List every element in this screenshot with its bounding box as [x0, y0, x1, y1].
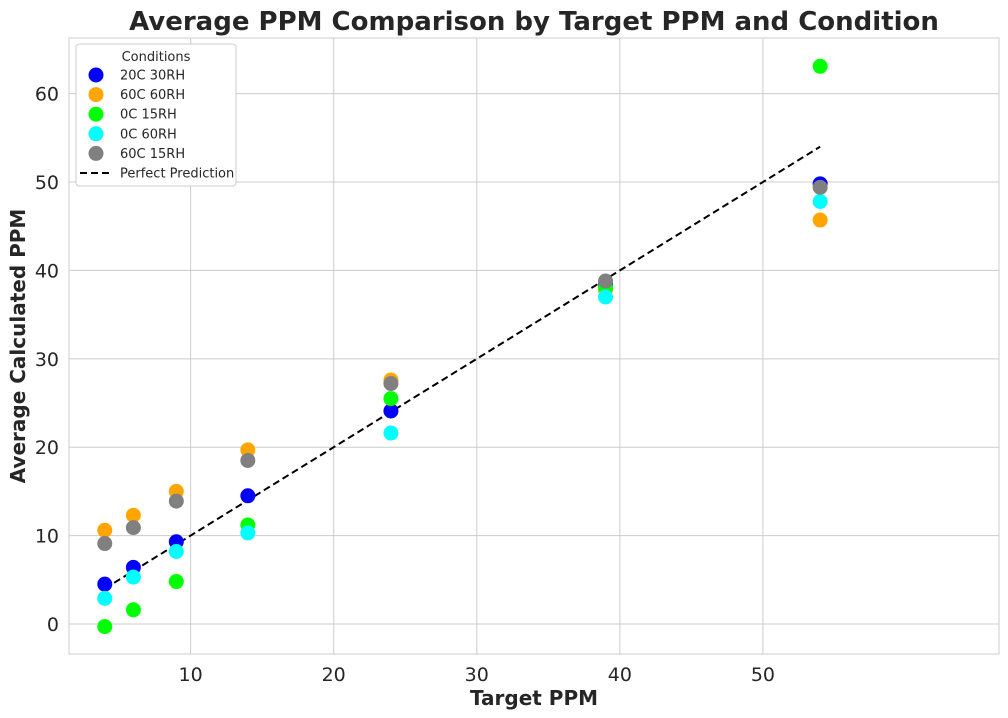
- y-tick-label: 50: [35, 172, 59, 194]
- chart-title: Average PPM Comparison by Target PPM and…: [129, 7, 939, 37]
- data-point: [812, 179, 828, 195]
- data-point: [383, 403, 399, 419]
- data-points: [97, 58, 828, 635]
- data-point: [240, 525, 256, 541]
- legend-marker: [88, 87, 104, 103]
- data-point: [168, 543, 184, 559]
- data-point: [383, 391, 399, 407]
- legend-box: [75, 43, 237, 187]
- y-tick-label: 40: [35, 260, 59, 282]
- y-tick-label: 20: [35, 437, 59, 459]
- data-point: [598, 289, 614, 305]
- legend-marker: [88, 106, 104, 122]
- legend-label: 0C 15RH: [120, 108, 177, 123]
- data-point: [812, 58, 828, 74]
- y-tick-label: 0: [47, 614, 59, 636]
- x-tick-label: 40: [608, 664, 632, 686]
- data-point: [97, 619, 113, 635]
- data-point: [125, 602, 141, 618]
- x-axis-label: Target PPM: [470, 686, 598, 710]
- legend-label: 60C 15RH: [120, 147, 185, 162]
- data-point: [812, 194, 828, 210]
- data-point: [168, 493, 184, 509]
- legend-label: Perfect Prediction: [120, 167, 234, 182]
- legend-label: 60C 60RH: [120, 88, 185, 103]
- data-point: [598, 273, 614, 289]
- y-tick-label: 30: [35, 349, 59, 371]
- data-point: [125, 507, 141, 523]
- x-tick-label: 20: [322, 664, 346, 686]
- x-tick-label: 50: [751, 664, 775, 686]
- legend-label: 20C 30RH: [120, 69, 185, 84]
- data-point: [168, 574, 184, 590]
- legend-marker: [88, 145, 104, 161]
- data-point: [125, 569, 141, 585]
- y-axis-label: Average Calculated PPM: [6, 209, 30, 484]
- legend-marker: [88, 67, 104, 83]
- legend-marker: [88, 126, 104, 142]
- legend-label: 0C 60RH: [120, 127, 177, 142]
- y-tick-label: 10: [35, 526, 59, 548]
- data-point: [97, 590, 113, 606]
- y-axis-ticks: 0 10 20 30 40 50 60: [35, 84, 59, 636]
- x-tick-label: 30: [465, 664, 489, 686]
- data-point: [97, 536, 113, 552]
- x-axis-ticks: 10 20 30 40 50: [179, 664, 775, 686]
- data-point: [812, 212, 828, 228]
- reference-line-group: [104, 145, 821, 590]
- legend-title: Conditions: [122, 50, 191, 65]
- y-tick-label: 60: [35, 84, 59, 106]
- data-point: [383, 425, 399, 441]
- data-point: [97, 522, 113, 538]
- data-point: [125, 520, 141, 536]
- data-point: [240, 452, 256, 468]
- data-point: [240, 442, 256, 458]
- legend: Conditions 20C 30RH 60C 60RH 0C 15RH 0C 60R…: [75, 43, 237, 187]
- x-tick-label: 10: [179, 664, 203, 686]
- perfect-prediction-line: [104, 145, 821, 590]
- data-point: [383, 376, 399, 392]
- data-point: [97, 576, 113, 592]
- data-point: [240, 488, 256, 504]
